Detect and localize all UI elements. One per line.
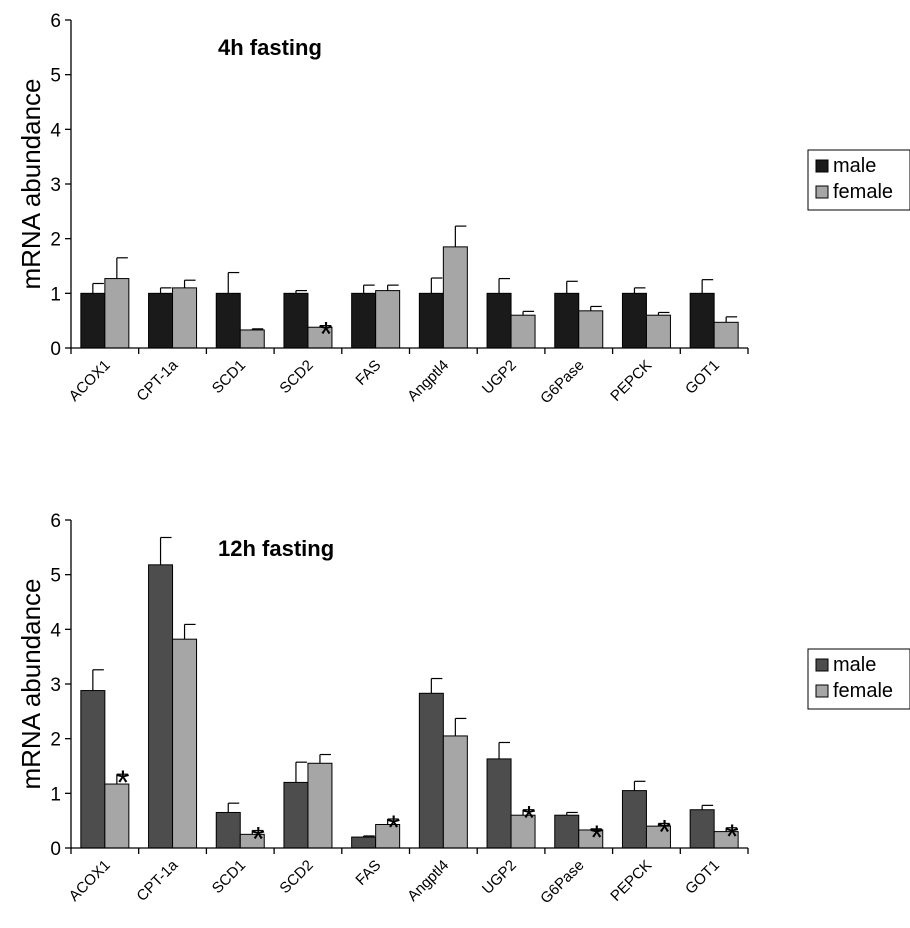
bar-female-G6Pase [578, 310, 604, 349]
x-tick-label-PEPCK: PEPCK [607, 357, 655, 405]
y-tick-label: 6 [50, 11, 61, 32]
bar-male-UGP2 [486, 292, 512, 349]
legend-label-female: female [833, 680, 893, 702]
chart-panel-12h-fasting: 12h fasting mRNA abundance * * * * * * * 0 1 2 3 4 5 6 A… [16, 511, 910, 907]
bar-male-CPT-1a [148, 292, 174, 349]
x-tick-label-G6Pase: G6Pase [537, 357, 587, 407]
bar-male-G6Pase [554, 814, 580, 849]
bar-female-UGP2 [510, 314, 536, 349]
y-tick-label: 3 [50, 675, 61, 696]
y-tick-label: 6 [50, 511, 61, 532]
x-tick-label-SCD1: SCD1 [209, 857, 249, 897]
bar-female-SCD1 [239, 329, 265, 349]
x-tick-label-SCD1: SCD1 [209, 357, 249, 397]
legend-label-male: male [833, 155, 876, 177]
bar-male-Angptl4 [418, 692, 444, 849]
y-tick-label: 2 [50, 230, 61, 251]
y-axis-label: mRNA abundance [16, 578, 46, 789]
bar-male-SCD1 [215, 811, 241, 849]
significance-star-G6Pase: * [590, 819, 603, 857]
chart-title: 4h fasting [218, 35, 322, 60]
bar-female-GOT1 [713, 321, 739, 349]
bar-male-Angptl4 [418, 292, 444, 349]
bar-male-CPT-1a [148, 564, 174, 849]
y-tick-label: 0 [50, 839, 61, 860]
legend-swatch-male [815, 658, 829, 672]
bar-female-CPT-1a [172, 638, 198, 849]
x-tick-label-ACOX1: ACOX1 [66, 357, 114, 405]
y-tick-label: 0 [50, 339, 61, 360]
bar-female-SCD2 [307, 762, 333, 849]
bar-male-UGP2 [486, 758, 512, 849]
bar-male-SCD2 [283, 292, 309, 349]
bar-male-SCD1 [215, 292, 241, 349]
x-tick-label-G6Pase: G6Pase [537, 857, 587, 907]
significance-star-UGP2: * [522, 800, 535, 838]
x-tick-label-ACOX1: ACOX1 [66, 857, 114, 905]
bar-female-CPT-1a [172, 287, 198, 349]
bar-male-PEPCK [621, 292, 647, 349]
x-tick-label-PEPCK: PEPCK [607, 857, 655, 905]
bar-female-Angptl4 [442, 246, 468, 349]
y-tick-label: 5 [50, 66, 61, 87]
legend-swatch-female [815, 185, 829, 199]
legend-swatch-female [815, 684, 829, 698]
bar-male-FAS [351, 836, 377, 849]
x-tick-label-UGP2: UGP2 [479, 357, 520, 398]
bar-male-PEPCK [621, 790, 647, 849]
x-tick-label-UGP2: UGP2 [479, 857, 520, 898]
x-tick-label-FAS: FAS [352, 857, 384, 889]
bar-male-GOT1 [689, 292, 715, 349]
bar-male-FAS [351, 292, 377, 349]
significance-star-FAS: * [387, 809, 400, 847]
x-tick-label-CPT-1a: CPT-1a [133, 856, 181, 904]
significance-star-PEPCK: * [658, 813, 671, 851]
legend: male female [807, 648, 910, 710]
y-tick-label: 1 [50, 784, 61, 805]
y-tick-label: 1 [50, 284, 61, 305]
y-tick-label: 3 [50, 175, 61, 196]
bar-female-ACOX1 [104, 278, 130, 349]
legend-label-male: male [833, 654, 876, 676]
bar-female-PEPCK [645, 314, 671, 349]
bar-male-G6Pase [554, 292, 580, 349]
bar-male-GOT1 [689, 809, 715, 849]
bar-female-Angptl4 [442, 735, 468, 849]
chart-panel-4h-fasting: 4h fasting mRNA abundance * 0 1 2 3 4 5 6 ACOX1 CPT… [16, 11, 910, 407]
x-tick-label-SCD2: SCD2 [276, 857, 316, 897]
legend-label-female: female [833, 181, 893, 203]
bar-male-ACOX1 [80, 292, 106, 349]
x-tick-label-FAS: FAS [352, 357, 384, 389]
x-tick-label-SCD2: SCD2 [276, 357, 316, 397]
x-tick-label-Angptl4: Angptl4 [404, 357, 452, 405]
x-tick-label-GOT1: GOT1 [682, 357, 723, 398]
significance-star-SCD2: * [319, 316, 332, 354]
bar-female-FAS [375, 290, 401, 349]
legend-swatch-male [815, 159, 829, 173]
bar-male-SCD2 [283, 781, 309, 849]
y-tick-label: 4 [50, 620, 61, 641]
y-tick-label: 4 [50, 120, 61, 141]
bar-female-ACOX1 [104, 783, 130, 849]
significance-star-GOT1: * [726, 818, 739, 856]
x-tick-label-GOT1: GOT1 [682, 857, 723, 898]
x-tick-label-Angptl4: Angptl4 [404, 857, 452, 905]
x-tick-label-CPT-1a: CPT-1a [133, 356, 181, 404]
y-tick-label: 2 [50, 730, 61, 751]
chart-title: 12h fasting [218, 536, 334, 561]
significance-star-ACOX1: * [116, 764, 129, 802]
legend: male female [807, 149, 910, 211]
y-axis-label: mRNA abundance [16, 78, 46, 289]
y-tick-label: 5 [50, 566, 61, 587]
significance-star-SCD1: * [252, 821, 265, 859]
bar-male-ACOX1 [80, 690, 106, 849]
